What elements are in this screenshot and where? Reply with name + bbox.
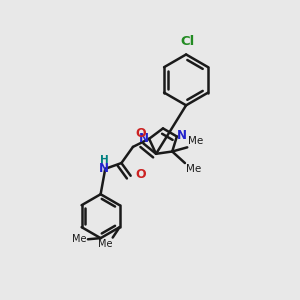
Text: Me: Me	[98, 239, 112, 249]
Text: Me: Me	[186, 164, 201, 174]
Text: H: H	[100, 155, 109, 165]
Text: N: N	[139, 132, 149, 145]
Text: O: O	[135, 127, 146, 140]
Text: Cl: Cl	[180, 34, 194, 47]
Text: N: N	[99, 162, 109, 175]
Text: O: O	[135, 168, 146, 181]
Text: Me: Me	[188, 136, 204, 146]
Text: Me: Me	[72, 234, 87, 244]
Text: N: N	[177, 129, 187, 142]
